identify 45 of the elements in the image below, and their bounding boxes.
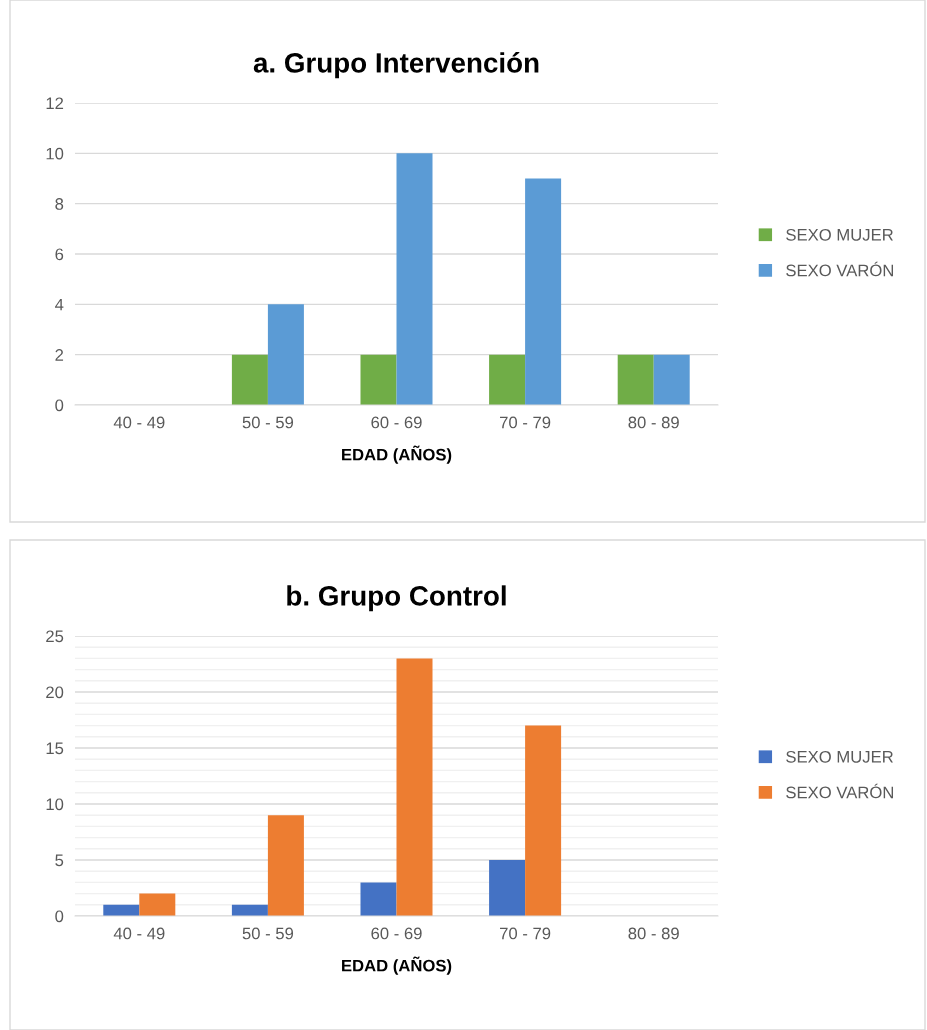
legend-label: SEXO VARÓN [786,261,894,277]
y-tick-label: 2 [55,349,64,361]
bar [489,860,526,916]
y-tick-label: 25 [46,630,64,643]
bar [489,354,526,405]
y-tick-label: 10 [46,147,64,160]
x-axis-title: EDAD (AÑOS) [342,445,452,464]
y-tick-label: 5 [55,854,64,867]
legend-label: SEXO MUJER [786,750,893,763]
y-tick-label: 10 [46,798,64,811]
y-tick-label: 0 [55,399,64,412]
bar [360,882,397,916]
x-tick-label: 60 - 69 [371,416,422,429]
y-tick-label: 12 [46,97,64,110]
x-tick-label: 40 - 49 [113,416,165,429]
bar [267,304,304,405]
chart-title: b. Grupo Control [287,585,506,612]
x-tick-label: 60 - 69 [371,927,422,940]
x-tick-label: 70 - 79 [500,416,551,429]
x-tick-label: 50 - 59 [242,416,294,429]
bar [360,354,397,405]
bar [653,354,690,405]
x-tick-label: 50 - 59 [242,927,294,940]
bar [139,893,176,916]
bar [525,725,562,916]
y-tick-label: 15 [46,742,64,755]
x-tick-label: 40 - 49 [113,927,165,940]
bar [396,658,433,916]
bar [525,178,562,405]
legend-label: SEXO MUJER [786,228,893,241]
x-tick-label: 70 - 79 [500,927,551,940]
bar [267,815,304,916]
legend-label: SEXO VARÓN [786,783,894,799]
chart-title: a. Grupo Intervención [253,52,539,79]
y-tick-label: 20 [46,686,64,699]
y-tick-label: 0 [55,910,64,923]
x-tick-label: 80 - 89 [628,927,679,940]
y-tick-label: 6 [55,248,64,261]
bar [396,153,433,405]
x-axis-title: EDAD (AÑOS) [342,956,452,975]
bar [617,354,654,405]
y-tick-label: 4 [55,298,64,311]
x-tick-label: 80 - 89 [628,416,679,429]
y-tick-label: 8 [55,198,64,210]
bar [231,354,268,405]
